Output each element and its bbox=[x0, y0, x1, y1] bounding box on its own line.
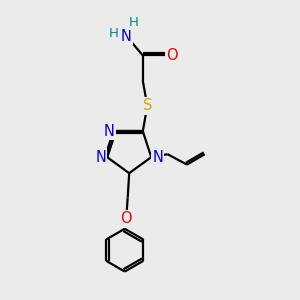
Text: N: N bbox=[103, 124, 115, 139]
Text: H: H bbox=[129, 16, 139, 29]
Text: N: N bbox=[152, 150, 163, 165]
Text: H: H bbox=[109, 27, 119, 40]
Text: S: S bbox=[142, 98, 152, 113]
Text: O: O bbox=[120, 212, 132, 226]
Text: N: N bbox=[95, 150, 106, 165]
Text: N: N bbox=[121, 28, 132, 44]
Text: O: O bbox=[166, 48, 178, 63]
